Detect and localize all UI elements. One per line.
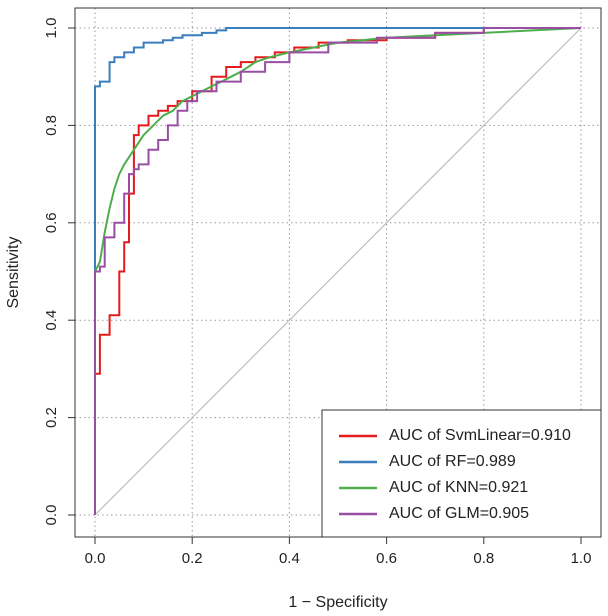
series-lines bbox=[94, 27, 582, 515]
legend: AUC of SvmLinear=0.910 AUC of RF=0.989 AUC… bbox=[321, 409, 602, 538]
series-line-auc-of-rf-0-989 bbox=[94, 27, 581, 515]
legend-label: AUC of SvmLinear=0.910 bbox=[389, 427, 571, 444]
legend-label: AUC of RF=0.989 bbox=[389, 453, 516, 470]
legend-box bbox=[321, 409, 602, 538]
y-tick-label: 0.4 bbox=[43, 310, 60, 331]
y-tick-label: 0.6 bbox=[43, 212, 60, 233]
x-tick-label: 0.4 bbox=[279, 550, 300, 567]
series-line-auc-of-glm-0-905 bbox=[94, 27, 581, 515]
x-axis-title: 1 − Specificity bbox=[288, 594, 387, 611]
x-tick-label: 1.0 bbox=[571, 550, 592, 567]
x-tick-label: 0.6 bbox=[376, 550, 397, 567]
y-tick-label: 1.0 bbox=[43, 18, 60, 39]
x-tick-label: 0.8 bbox=[473, 550, 494, 567]
reference-diagonal-line bbox=[94, 27, 582, 516]
x-tick-label: 0.0 bbox=[85, 550, 106, 567]
legend-label: AUC of GLM=0.905 bbox=[389, 505, 529, 522]
legend-label: AUC of KNN=0.921 bbox=[389, 479, 528, 496]
x-tick-label: 0.2 bbox=[182, 550, 203, 567]
y-axis: 0.0 0.2 0.4 0.6 0.8 1.0 bbox=[43, 18, 75, 526]
x-axis: 0.0 0.2 0.4 0.6 0.8 1.0 bbox=[85, 537, 592, 567]
y-axis-title: Sensitivity bbox=[5, 236, 22, 308]
series-line-auc-of-knn-0-921 bbox=[94, 27, 582, 272]
y-tick-label: 0.2 bbox=[43, 407, 60, 428]
y-tick-label: 0.0 bbox=[43, 505, 60, 526]
y-tick-label: 0.8 bbox=[43, 115, 60, 136]
